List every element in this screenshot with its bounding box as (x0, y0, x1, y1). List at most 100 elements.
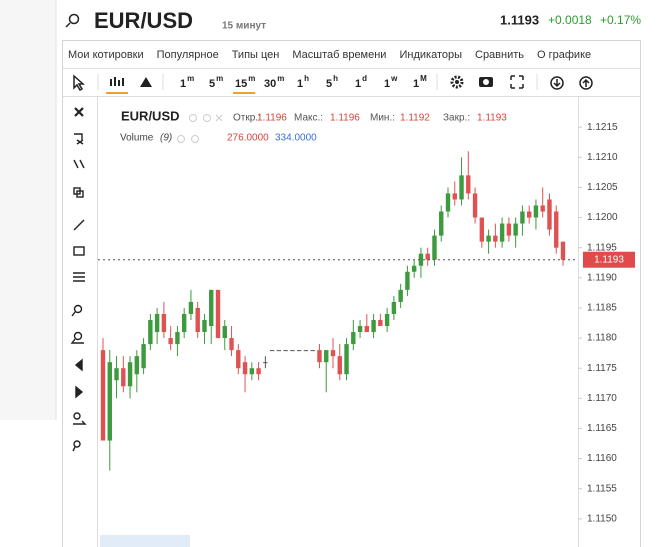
candle-body (276, 350, 282, 352)
candle-body (236, 350, 241, 369)
candle-body (188, 301, 194, 314)
timeframe-unit: w (390, 74, 398, 83)
menu-item[interactable]: Типы цен (232, 49, 280, 61)
price-tag (583, 251, 635, 268)
candle-body (418, 253, 424, 266)
timeframe-unit: m (216, 74, 223, 83)
candle-body (459, 175, 464, 200)
menu-item[interactable]: Индикаторы (399, 49, 462, 61)
candle-body (141, 344, 146, 369)
y-tick-label: 1.1195 (587, 242, 617, 253)
side-panel (0, 0, 56, 420)
candle-body (168, 338, 173, 345)
symbol: EUR/USD (94, 8, 193, 33)
candle-body (181, 313, 187, 333)
legend-close-icon[interactable] (215, 114, 223, 122)
menu-item[interactable]: Популярное (157, 49, 219, 61)
candle-body (560, 241, 566, 260)
timeframe-unit: M (420, 74, 427, 83)
legend-icon[interactable] (177, 135, 185, 143)
candle-body (466, 175, 471, 194)
timeframes: 1 m 5 m 15 m 30 m 1 h 5 h 1 d 1 w 1 M (180, 74, 427, 94)
menu-item[interactable]: О графике (537, 49, 591, 61)
candle-body (499, 223, 505, 242)
candle-body (127, 362, 133, 387)
legend-icon[interactable] (203, 114, 211, 122)
candle-body (439, 211, 444, 236)
legend-icon[interactable] (189, 114, 197, 122)
candle-body (330, 350, 336, 357)
download-icon[interactable] (550, 76, 564, 90)
y-tick-label: 1.1200 (587, 212, 618, 223)
upload-icon[interactable] (579, 76, 593, 90)
candle-body (540, 205, 545, 212)
candle-body (378, 319, 383, 327)
timeframe[interactable]: 5 (209, 78, 215, 90)
legend-open: 1.1196 (257, 113, 287, 124)
legend-open-label: Откр.: (233, 113, 261, 124)
legend-high-label: Макс.: (294, 113, 323, 124)
menu-item[interactable]: Мои котировки (68, 49, 144, 61)
legend-icon[interactable] (191, 135, 199, 143)
candle-body (486, 235, 491, 242)
candle-body (371, 319, 376, 333)
timeframe[interactable]: 1 (384, 78, 390, 90)
legend-close: 1.1193 (477, 113, 507, 124)
candle-body (506, 223, 512, 236)
volume-value: 334.0000 (275, 133, 317, 144)
timeframe[interactable]: 1 (297, 78, 303, 90)
candle-body (100, 350, 106, 441)
candle-body (269, 350, 275, 352)
candle-body (432, 235, 437, 260)
candle-body (195, 307, 200, 333)
candle-body (337, 356, 342, 375)
menu-item[interactable]: Сравнить (475, 49, 524, 61)
interval: 15 минут (222, 21, 266, 32)
timeframe[interactable]: 1 (413, 78, 419, 90)
candle-body (554, 211, 559, 248)
candle-type-icon[interactable] (110, 77, 124, 86)
y-tick-label: 1.1175 (587, 363, 617, 374)
y-tick-label: 1.1185 (587, 303, 617, 314)
timeframe-unit: h (333, 74, 338, 83)
area-type-icon[interactable] (140, 77, 152, 87)
timeframe-unit: m (248, 74, 255, 83)
chart-title: EUR/USD (121, 108, 180, 123)
candle-body (107, 362, 112, 441)
candle-body (520, 211, 525, 224)
timeframe[interactable]: 5 (326, 78, 332, 90)
candle-body (222, 326, 227, 339)
candle-body (303, 350, 309, 352)
drawing-tools[interactable] (70, 107, 87, 452)
settings-icon[interactable] (450, 75, 464, 89)
legend-close-label: Закр.: (443, 113, 470, 124)
menu-item[interactable]: Масштаб времени (292, 49, 386, 61)
candle-body (154, 313, 160, 333)
timeframe-unit: m (277, 74, 284, 83)
candle-body (425, 253, 430, 260)
fullscreen-icon[interactable] (510, 75, 524, 89)
candle-body (493, 235, 498, 242)
y-tick-label: 1.1155 (587, 483, 617, 494)
candle-body (317, 350, 322, 363)
y-tick-label: 1.1180 (587, 333, 617, 344)
timeframe[interactable]: 1 (355, 78, 361, 90)
active-underline (106, 92, 128, 94)
timeframe[interactable]: 15 (235, 78, 247, 90)
y-tick-label: 1.1215 (587, 122, 618, 133)
candle-body (391, 301, 397, 314)
timeframe[interactable]: 30 (264, 78, 276, 90)
candle-body (526, 211, 532, 218)
candle-body (344, 344, 349, 375)
legend-high: 1.1196 (330, 113, 360, 124)
chart-frame (62, 40, 641, 547)
camera-icon[interactable] (479, 77, 493, 87)
candle-body (479, 217, 485, 242)
search-icon[interactable] (65, 13, 80, 28)
timeframe[interactable]: 1 (180, 78, 186, 90)
candle-body (310, 350, 315, 352)
cursor-icon[interactable] (73, 74, 85, 91)
candle-body (384, 313, 390, 327)
